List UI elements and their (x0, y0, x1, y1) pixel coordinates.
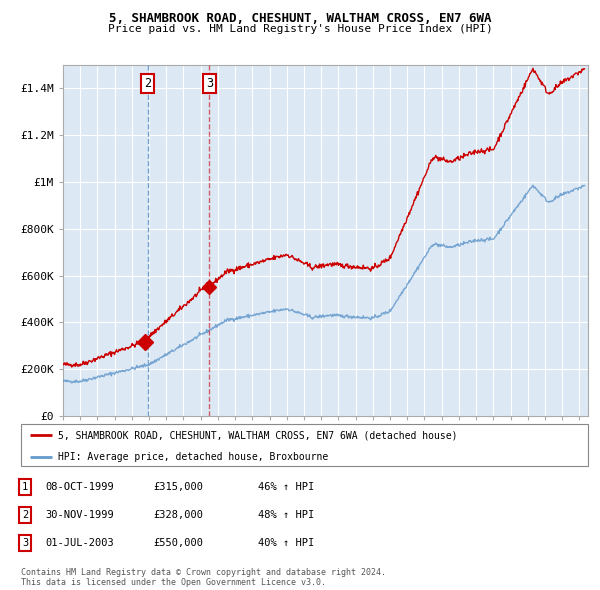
Text: 46% ↑ HPI: 46% ↑ HPI (258, 482, 314, 491)
Text: 30-NOV-1999: 30-NOV-1999 (45, 510, 114, 520)
Text: 48% ↑ HPI: 48% ↑ HPI (258, 510, 314, 520)
Text: 2: 2 (22, 510, 28, 520)
Text: £550,000: £550,000 (153, 539, 203, 548)
Text: 08-OCT-1999: 08-OCT-1999 (45, 482, 114, 491)
Text: 3: 3 (22, 539, 28, 548)
Text: 3: 3 (206, 77, 213, 90)
Text: 40% ↑ HPI: 40% ↑ HPI (258, 539, 314, 548)
Text: 2: 2 (144, 77, 151, 90)
Text: 5, SHAMBROOK ROAD, CHESHUNT, WALTHAM CROSS, EN7 6WA (detached house): 5, SHAMBROOK ROAD, CHESHUNT, WALTHAM CRO… (58, 430, 457, 440)
Text: 1: 1 (22, 482, 28, 491)
Text: Price paid vs. HM Land Registry's House Price Index (HPI): Price paid vs. HM Land Registry's House … (107, 24, 493, 34)
Text: 5, SHAMBROOK ROAD, CHESHUNT, WALTHAM CROSS, EN7 6WA: 5, SHAMBROOK ROAD, CHESHUNT, WALTHAM CRO… (109, 12, 491, 25)
FancyBboxPatch shape (21, 424, 588, 466)
Text: 01-JUL-2003: 01-JUL-2003 (45, 539, 114, 548)
Text: HPI: Average price, detached house, Broxbourne: HPI: Average price, detached house, Brox… (58, 452, 328, 462)
Text: £315,000: £315,000 (153, 482, 203, 491)
Text: Contains HM Land Registry data © Crown copyright and database right 2024.
This d: Contains HM Land Registry data © Crown c… (21, 568, 386, 587)
Text: £328,000: £328,000 (153, 510, 203, 520)
